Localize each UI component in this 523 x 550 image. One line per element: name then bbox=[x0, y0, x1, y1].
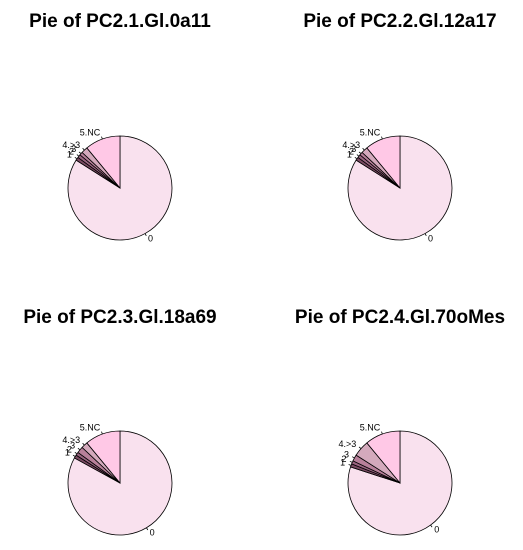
label-tick bbox=[72, 454, 76, 457]
label-tick bbox=[381, 431, 383, 435]
slice-label: 3 bbox=[351, 144, 356, 154]
slice-label: 4.>3 bbox=[342, 140, 360, 150]
slice-label: 5.NC bbox=[80, 128, 101, 138]
label-tick bbox=[82, 442, 85, 446]
slice-label: 0 bbox=[148, 233, 153, 243]
label-tick bbox=[76, 154, 80, 157]
pie-slice bbox=[67, 135, 173, 241]
label-tick bbox=[74, 451, 78, 455]
slice-label: 4.>3 bbox=[339, 439, 357, 449]
pie-slice bbox=[347, 430, 453, 536]
label-tick bbox=[362, 147, 365, 151]
label-tick bbox=[146, 527, 149, 531]
slice-label: 3 bbox=[70, 440, 75, 450]
slice-label: 1 bbox=[347, 150, 352, 160]
chart-title: Pie of PC2.4.Gl.70oMes bbox=[295, 307, 505, 328]
label-tick bbox=[351, 456, 355, 459]
slice-label: 2 bbox=[67, 445, 72, 455]
slice-label: 5.NC bbox=[80, 423, 101, 433]
label-tick bbox=[78, 151, 82, 154]
label-tick bbox=[74, 156, 78, 160]
label-tick bbox=[424, 233, 427, 237]
slice-label: 3 bbox=[71, 144, 76, 154]
slice-label: 1 bbox=[65, 448, 70, 458]
slice-label: 2 bbox=[349, 147, 354, 157]
slice-label: 4.>3 bbox=[62, 435, 80, 445]
label-tick bbox=[349, 460, 353, 463]
slice-label: 5.NC bbox=[360, 128, 381, 138]
label-tick bbox=[356, 154, 360, 157]
slice-label: 3 bbox=[344, 449, 349, 459]
chart-title: Pie of PC2.2.Gl.12a17 bbox=[303, 11, 496, 32]
label-tick bbox=[358, 446, 362, 449]
slice-label: 1 bbox=[340, 458, 345, 468]
slice-label: 1 bbox=[67, 150, 72, 160]
label-tick bbox=[381, 136, 383, 140]
label-tick bbox=[358, 151, 362, 154]
label-tick bbox=[430, 524, 433, 528]
label-tick bbox=[101, 136, 103, 140]
slice-label: 2 bbox=[342, 454, 347, 464]
label-tick bbox=[354, 156, 358, 160]
slice-label: 2 bbox=[69, 147, 74, 157]
chart-title: Pie of PC2.3.Gl.18a69 bbox=[23, 307, 216, 328]
label-tick bbox=[77, 447, 81, 451]
label-tick bbox=[101, 431, 103, 435]
label-tick bbox=[144, 233, 147, 237]
slice-label: 4.>3 bbox=[62, 140, 80, 150]
slice-label: 0 bbox=[434, 524, 439, 534]
label-tick bbox=[348, 464, 352, 466]
slice-label: 0 bbox=[428, 233, 433, 243]
slice-label: 5.NC bbox=[360, 423, 381, 433]
slice-label: 0 bbox=[150, 528, 155, 538]
chart-title: Pie of PC2.1.Gl.0a11 bbox=[29, 11, 211, 32]
label-tick bbox=[82, 147, 85, 151]
